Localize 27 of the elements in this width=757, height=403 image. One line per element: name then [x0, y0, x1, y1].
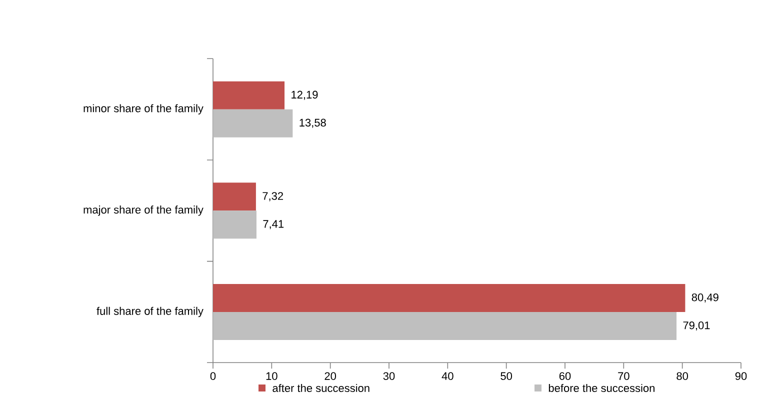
x-tick-label: 30	[383, 372, 395, 380]
legend-label: after the succession	[272, 384, 370, 392]
data-label: 12,19	[292, 90, 318, 100]
x-tick-label: 10	[266, 372, 278, 380]
y-tick-label: full share of the family	[96, 306, 204, 318]
x-tick-label: 90	[735, 372, 747, 380]
x-tick-label: 70	[618, 372, 630, 380]
legend-label: before the succession	[548, 384, 654, 392]
bar	[213, 284, 686, 312]
data-label: 79,01	[683, 321, 710, 331]
y-tick-label: minor share of the family	[84, 104, 204, 114]
bar	[213, 109, 293, 138]
data-label: 80,49	[692, 293, 718, 303]
x-tick-label: 0	[210, 372, 216, 380]
data-label: 13,58	[300, 118, 326, 128]
x-tick-label: 80	[676, 372, 688, 380]
x-tick-label: 60	[559, 372, 571, 380]
bar	[213, 81, 285, 110]
y-tick-label: major share of the family	[84, 206, 204, 216]
bar	[213, 182, 256, 211]
x-tick-label: 40	[442, 372, 454, 380]
x-tick-label: 20	[324, 372, 336, 380]
x-tick-label: 50	[500, 372, 512, 380]
data-label: 7,32	[262, 192, 284, 202]
bar	[213, 210, 256, 239]
bar	[213, 312, 677, 340]
data-label: 7,41	[263, 220, 284, 230]
